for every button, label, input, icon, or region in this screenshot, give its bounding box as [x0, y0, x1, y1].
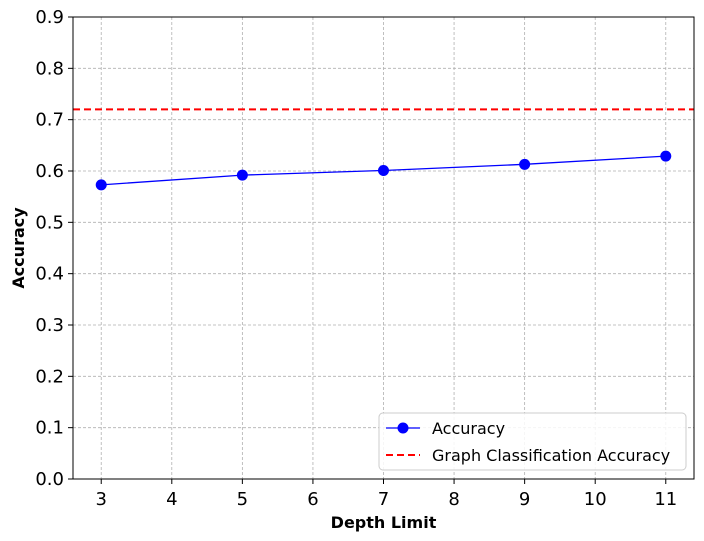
x-tick-label: 4: [166, 489, 177, 510]
y-axis-label: Accuracy: [9, 207, 28, 289]
data-point: [378, 164, 389, 176]
x-tick-label: 6: [307, 489, 318, 510]
x-tick-label: 10: [584, 489, 607, 510]
x-tick-label: 8: [448, 489, 459, 510]
y-tick-label: 0.8: [35, 58, 64, 79]
legend-entry-label: Accuracy: [432, 419, 505, 438]
y-tick-label: 0.7: [35, 110, 64, 131]
x-tick-label: 9: [519, 489, 530, 510]
series: [95, 150, 672, 191]
ticks: 3 4 5 6 7 8 9 10 11 0.0 0.1 0.2 0.3 0.4 0.5 0.6 0.7 0.8 0.…: [35, 7, 677, 510]
grid: [73, 16, 694, 480]
data-point: [236, 169, 248, 181]
x-tick-label: 11: [654, 489, 677, 510]
x-tick-label: 5: [237, 489, 248, 510]
y-tick-label: 0.4: [35, 264, 64, 285]
y-tick-label: 0.6: [35, 161, 64, 182]
x-tick-label: 3: [96, 489, 107, 510]
x-tick-label: 7: [378, 489, 389, 510]
legend-box: [378, 412, 687, 471]
legend-entry-label: Graph Classification Accuracy: [432, 446, 670, 465]
y-tick-label: 0.1: [35, 418, 64, 439]
data-point: [660, 150, 672, 162]
y-tick-label: 0.9: [35, 7, 64, 28]
y-tick-label: 0.0: [35, 469, 64, 490]
legend-marker: [397, 422, 409, 434]
legend: Accuracy Graph Classification Accuracy: [378, 412, 687, 471]
y-tick-label: 0.5: [35, 212, 64, 233]
data-point: [519, 158, 531, 170]
x-axis-label: Depth Limit: [331, 513, 437, 532]
y-tick-label: 0.2: [35, 366, 64, 387]
data-point: [95, 179, 107, 191]
y-tick-label: 0.3: [35, 315, 64, 336]
